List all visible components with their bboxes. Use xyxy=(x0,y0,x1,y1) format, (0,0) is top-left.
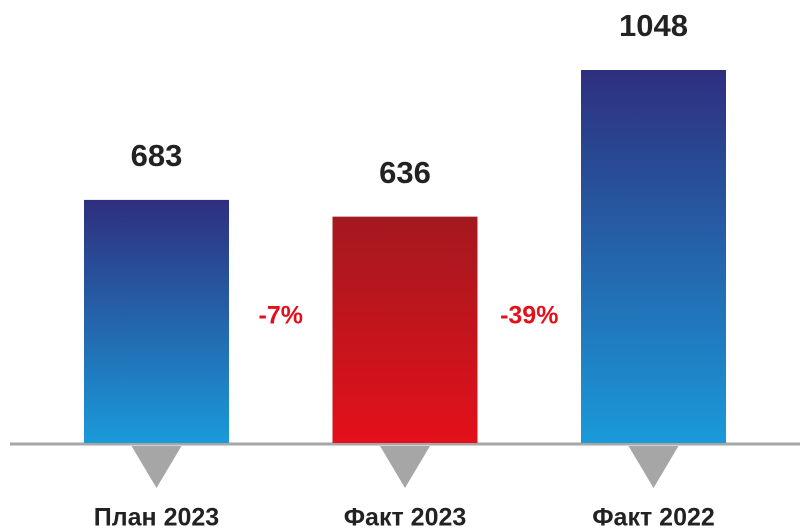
bar xyxy=(84,199,229,443)
pointer-triangle xyxy=(628,446,679,488)
category-label: Факт 2022 xyxy=(592,504,715,531)
value-label: 683 xyxy=(131,138,183,173)
change-annotation: -7% xyxy=(259,302,303,330)
value-label: 636 xyxy=(379,155,431,190)
bar xyxy=(332,216,478,443)
pointer-triangle xyxy=(380,446,430,488)
change-annotation: -39% xyxy=(500,302,558,330)
category-label: Факт 2023 xyxy=(344,504,467,531)
bar xyxy=(581,70,726,443)
pointer-triangle xyxy=(131,446,182,488)
value-label: 1048 xyxy=(619,8,688,43)
category-label: План 2023 xyxy=(94,504,219,531)
